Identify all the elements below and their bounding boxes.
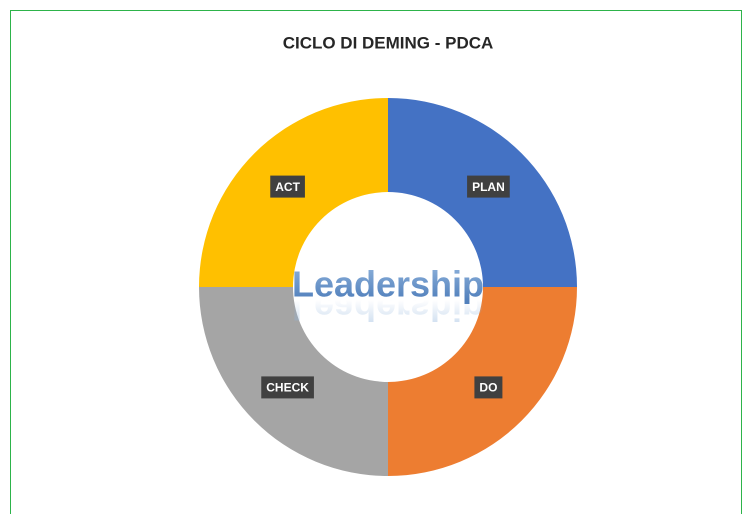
center-text-reflection: Leadership: [292, 287, 484, 328]
segment-label: DO: [474, 376, 503, 399]
label-text: PLAN: [472, 180, 505, 194]
center-text: Leadership: [292, 264, 484, 305]
segment-label: CHECK: [261, 376, 314, 399]
label-text: ACT: [275, 180, 300, 194]
label-text: DO: [479, 381, 497, 395]
label-box: [261, 376, 314, 399]
label-box: [467, 175, 510, 198]
label-text: CHECK: [266, 381, 309, 395]
segment-label: ACT: [270, 175, 305, 198]
segment-label: PLAN: [467, 175, 510, 198]
label-box: [474, 376, 503, 399]
label-box: [270, 175, 305, 198]
chart-title: CICLO DI DEMING - PDCA: [283, 33, 494, 52]
